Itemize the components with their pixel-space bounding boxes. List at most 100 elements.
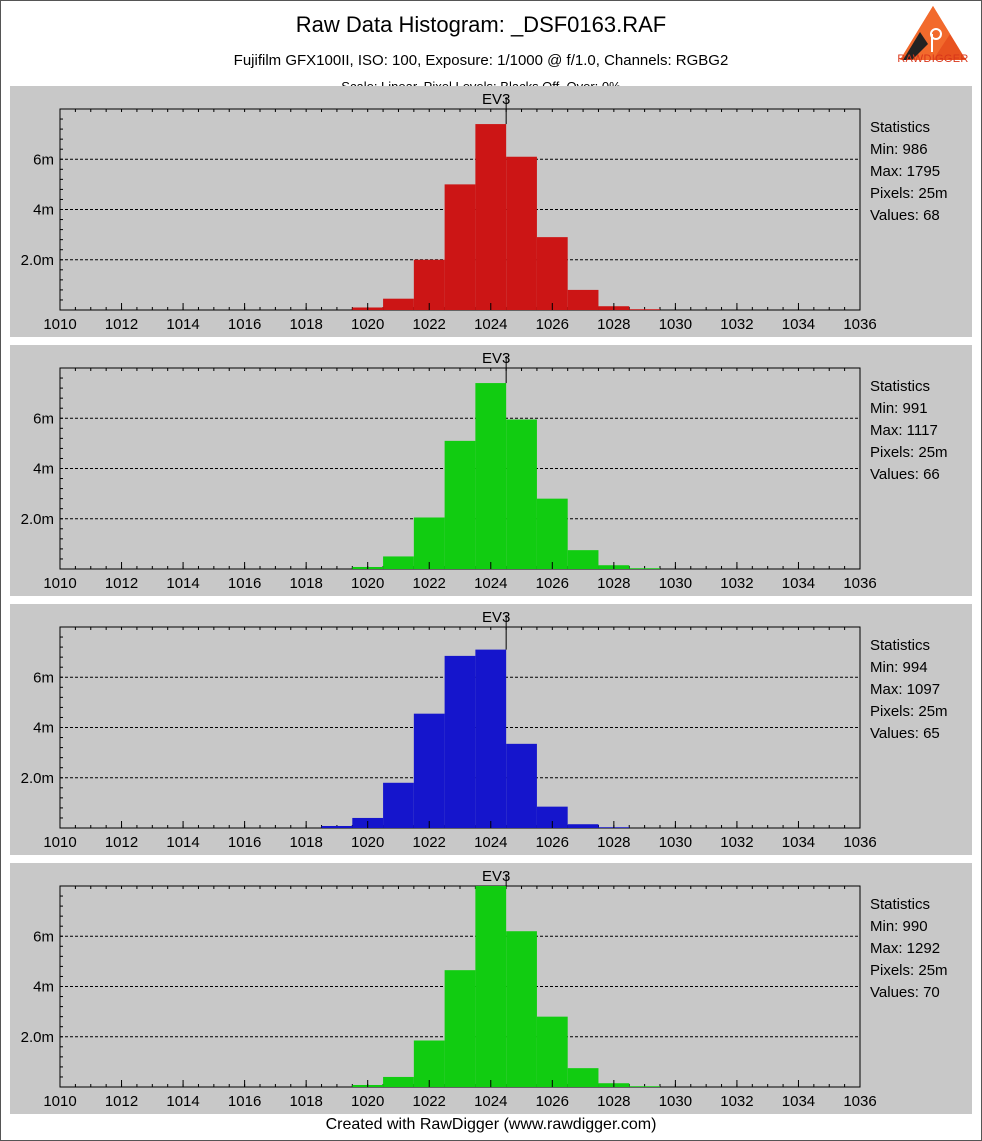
histogram-bar — [475, 886, 507, 1087]
x-tick-label: 1036 — [843, 1093, 876, 1110]
histogram-chart-r: 2.0m 4m 6m EV3 1010 1012 1014 1016 1018 1020 1022 1… — [21, 91, 877, 333]
x-tick-label: 1026 — [536, 316, 569, 333]
x-tick-label: 1028 — [597, 834, 630, 851]
stats-pixels: Pixels: 25m — [870, 703, 948, 720]
stats-block-b: Statistics Min: 994 Max: 1097 Pixels: 25… — [870, 635, 948, 745]
x-tick-label: 1020 — [351, 575, 384, 592]
histogram-bar — [383, 782, 414, 828]
stats-pixels: Pixels: 25m — [870, 185, 948, 202]
x-tick-label: 1012 — [105, 834, 138, 851]
x-tick-label: 1010 — [43, 575, 76, 592]
histogram-bar — [383, 298, 414, 310]
rawdigger-logo-icon — [900, 6, 966, 60]
histogram-bar — [413, 259, 445, 310]
x-tick-label: 1020 — [351, 1093, 384, 1110]
histogram-bar — [567, 550, 599, 569]
histogram-bar — [506, 419, 537, 569]
stats-label: Statistics — [870, 896, 931, 913]
stats-min: Min: 994 — [870, 659, 928, 676]
chart-subtitle-scale: Scale: Linear, Pixel Levels: Blacks Off,… — [341, 79, 621, 88]
x-tick-label: 1034 — [782, 1093, 815, 1110]
histogram-bar — [321, 825, 353, 828]
histogram-bar — [475, 383, 507, 569]
stats-min: Min: 990 — [870, 918, 928, 935]
ev3-marker-label: EV3 — [482, 609, 510, 626]
stats-values: Values: 68 — [870, 207, 940, 224]
histogram-bar — [413, 713, 445, 828]
x-tick-label: 1022 — [413, 834, 446, 851]
x-tick-label: 1012 — [105, 575, 138, 592]
x-tick-label: 1022 — [413, 1093, 446, 1110]
x-tick-label: 1018 — [289, 575, 322, 592]
x-tick-label: 1030 — [659, 834, 692, 851]
x-tick-label: 1026 — [536, 1093, 569, 1110]
histogram-bar — [567, 824, 599, 828]
x-tick-label: 1014 — [166, 834, 199, 851]
x-tick-label: 1032 — [720, 575, 753, 592]
x-tick-label: 1036 — [843, 834, 876, 851]
histogram-bar — [629, 309, 660, 310]
histogram-bar — [536, 498, 568, 569]
logo-wordmark: RAWDIGGER — [897, 53, 969, 65]
histogram-chart-b: 2.0m 4m 6m EV3 1010 1012 1014 1016 1018 1020 1022 1… — [21, 609, 877, 851]
x-tick-label: 1024 — [474, 1093, 507, 1110]
x-tick-label: 1024 — [474, 834, 507, 851]
x-tick-label: 1012 — [105, 1093, 138, 1110]
histogram-bar — [475, 649, 507, 828]
stats-label: Statistics — [870, 119, 931, 136]
x-tick-label: 1020 — [351, 834, 384, 851]
x-tick-label: 1030 — [659, 1093, 692, 1110]
x-tick-label: 1032 — [720, 834, 753, 851]
histogram-chart-g: 2.0m 4m 6m EV3 1010 1012 1014 1016 1018 1020 1022 1… — [21, 350, 877, 592]
x-tick-label: 1024 — [474, 316, 507, 333]
x-tick-label: 1018 — [289, 316, 322, 333]
histogram-panel-g: 2.0m 4m 6m EV3 1010 1012 1014 1016 1018 1020 1022 1… — [10, 345, 972, 596]
y-tick-label: 4m — [33, 461, 54, 478]
chart-title: Raw Data Histogram: _DSF0163.RAF — [295, 12, 667, 37]
x-tick-label: 1016 — [228, 834, 261, 851]
histogram-bar — [536, 1016, 568, 1087]
y-tick-label: 6m — [33, 151, 54, 168]
x-tick-label: 1036 — [843, 575, 876, 592]
ev3-marker-label: EV3 — [482, 868, 510, 885]
stats-values: Values: 70 — [870, 984, 940, 1001]
stats-label: Statistics — [870, 378, 931, 395]
x-tick-label: 1022 — [413, 575, 446, 592]
stats-pixels: Pixels: 25m — [870, 962, 948, 979]
y-tick-label: 2.0m — [21, 511, 54, 528]
histogram-bar — [413, 1040, 445, 1087]
x-tick-label: 1036 — [843, 316, 876, 333]
stats-pixels: Pixels: 25m — [870, 444, 948, 461]
chart-subtitle: Fujifilm GFX100II, ISO: 100, Exposure: 1… — [233, 52, 729, 69]
histogram-bar — [506, 931, 537, 1087]
stats-block-g: Statistics Min: 991 Max: 1117 Pixels: 25… — [870, 376, 948, 486]
x-tick-label: 1032 — [720, 316, 753, 333]
x-tick-label: 1030 — [659, 316, 692, 333]
x-tick-label: 1024 — [474, 575, 507, 592]
histogram-bar — [536, 806, 568, 828]
stats-max: Max: 1795 — [870, 163, 941, 180]
histogram-bar — [444, 970, 476, 1087]
x-tick-label: 1034 — [782, 575, 815, 592]
histogram-panel-b: 2.0m 4m 6m EV3 1010 1012 1014 1016 1018 1020 1022 1… — [10, 604, 972, 855]
y-tick-label: 2.0m — [21, 252, 54, 269]
stats-values: Values: 66 — [870, 466, 940, 483]
histogram-bar — [444, 655, 476, 828]
y-tick-label: 2.0m — [21, 770, 54, 787]
stats-values: Values: 65 — [870, 725, 940, 742]
x-tick-label: 1026 — [536, 834, 569, 851]
histogram-bar — [383, 1076, 414, 1087]
x-tick-label: 1018 — [289, 834, 322, 851]
x-tick-label: 1016 — [228, 1093, 261, 1110]
x-tick-label: 1016 — [228, 316, 261, 333]
x-tick-label: 1030 — [659, 575, 692, 592]
x-tick-label: 1014 — [166, 575, 199, 592]
y-tick-label: 6m — [33, 669, 54, 686]
x-tick-label: 1012 — [105, 316, 138, 333]
x-tick-label: 1014 — [166, 1093, 199, 1110]
y-tick-label: 6m — [33, 410, 54, 427]
x-tick-label: 1034 — [782, 834, 815, 851]
histogram-bar — [506, 743, 537, 828]
x-tick-label: 1010 — [43, 834, 76, 851]
stats-max: Max: 1097 — [870, 681, 941, 698]
